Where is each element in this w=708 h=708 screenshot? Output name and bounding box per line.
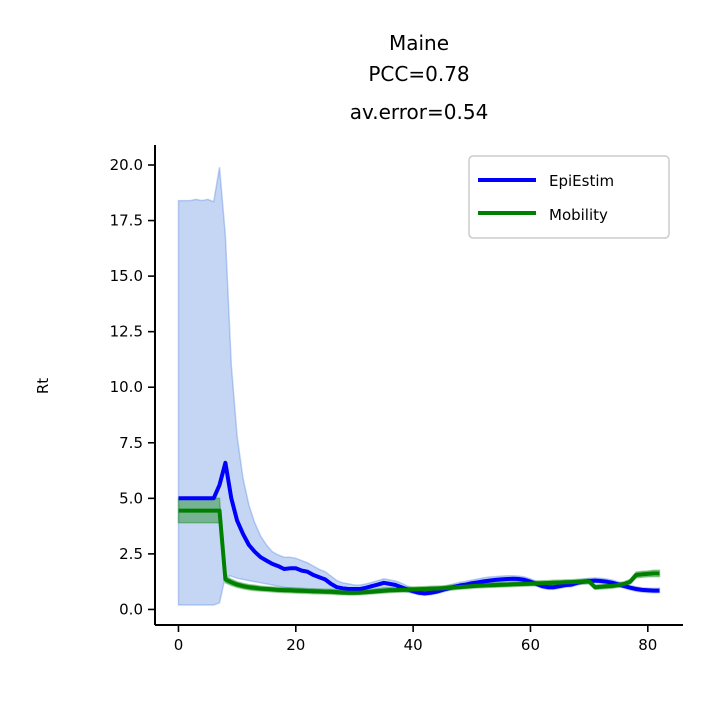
- x-tick-label: 0: [174, 636, 184, 654]
- x-tick-label: 80: [638, 636, 657, 654]
- y-tick-label: 7.5: [119, 434, 143, 452]
- chart-title-line-2: PCC=0.78: [368, 62, 469, 86]
- y-tick-label: 2.5: [119, 545, 143, 563]
- y-ticks: 0.0 2.5 5.0 7.5 10.0 12.5 15.0 17.5 20.0: [110, 156, 155, 618]
- x-tick-label: 20: [286, 636, 305, 654]
- x-tick-label: 40: [404, 636, 423, 654]
- x-tick-label: 60: [521, 636, 540, 654]
- y-axis-label: Rt: [34, 378, 52, 394]
- y-tick-label: 0.0: [119, 600, 143, 618]
- y-tick-label: 17.5: [110, 212, 143, 230]
- plot-area: [177, 167, 661, 606]
- legend-box: [468, 155, 670, 239]
- chart-title-line-3: av.error=0.54: [350, 100, 489, 124]
- y-tick-label: 5.0: [119, 489, 143, 507]
- y-tick-label: 10.0: [110, 378, 143, 396]
- x-ticks: 0 20 40 60 80: [174, 625, 657, 654]
- y-tick-label: 12.5: [110, 323, 143, 341]
- mobility-series-line: [178, 508, 660, 595]
- y-tick-label: 20.0: [110, 156, 143, 174]
- chart-title-line-1: Maine: [389, 31, 449, 55]
- legend-label-mobility: Mobility: [549, 206, 608, 224]
- y-tick-label: 15.0: [110, 267, 143, 285]
- legend: EpiEstim Mobility: [468, 155, 670, 239]
- legend-label-epiestim: EpiEstim: [549, 172, 614, 190]
